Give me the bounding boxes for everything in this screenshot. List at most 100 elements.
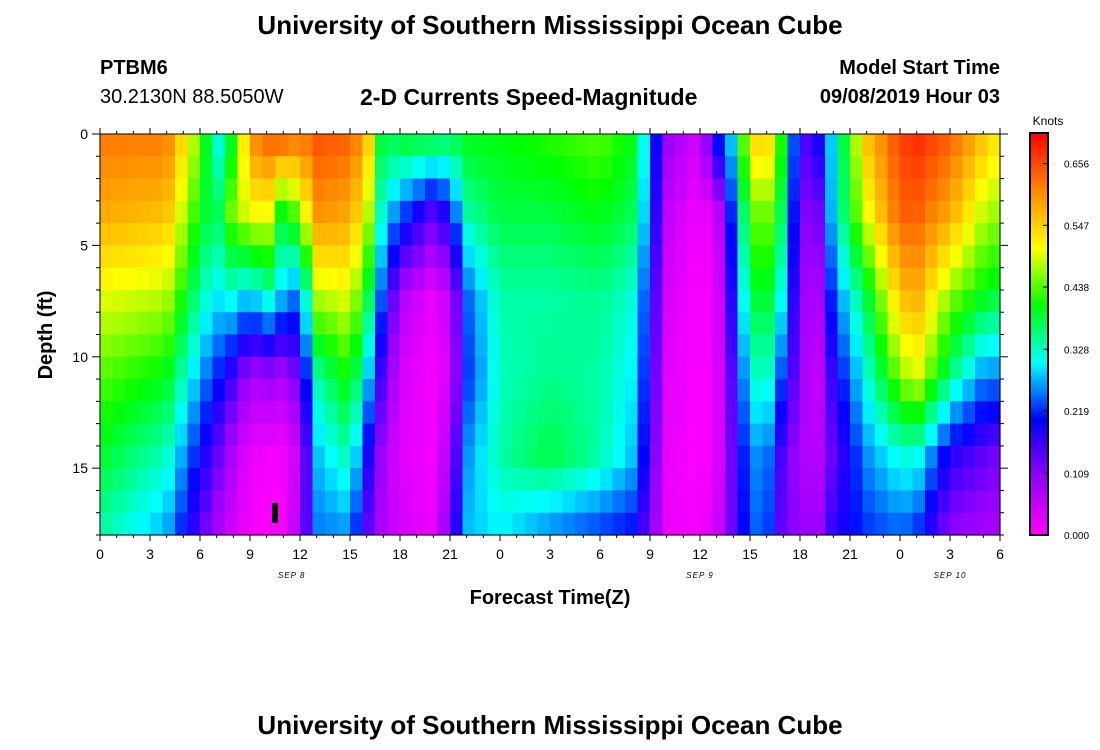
heatmap-cell xyxy=(887,512,901,536)
heatmap-cell xyxy=(137,245,151,269)
heatmap-cell xyxy=(387,468,401,492)
heatmap-cell xyxy=(762,423,776,447)
current-time-marker xyxy=(272,503,278,523)
heatmap-cell xyxy=(575,401,589,425)
x-tick-label: 6 xyxy=(196,546,204,562)
heatmap-cell xyxy=(362,468,376,492)
heatmap-cell xyxy=(512,289,526,313)
heatmap-cell xyxy=(725,267,739,291)
heatmap-cell xyxy=(350,423,364,447)
heatmap-cell xyxy=(325,468,339,492)
heatmap-cell xyxy=(700,223,714,246)
heatmap-cell xyxy=(187,289,201,313)
heatmap-cell xyxy=(975,468,989,492)
heatmap-cell xyxy=(587,289,601,313)
heatmap-cell xyxy=(562,245,576,269)
heatmap-cell xyxy=(962,490,976,514)
heatmap-cell xyxy=(825,356,839,380)
heatmap-cell xyxy=(875,334,889,358)
heatmap-cell xyxy=(475,267,489,291)
heatmap-cell xyxy=(812,356,826,380)
heatmap-cell xyxy=(562,512,576,536)
heatmap-cell xyxy=(200,134,214,157)
heatmap-cell xyxy=(587,267,601,291)
heatmap-cell xyxy=(787,401,801,425)
heatmap-cell xyxy=(562,223,576,246)
heatmap-cell xyxy=(100,423,114,447)
heatmap-cell xyxy=(425,379,439,402)
heatmap-cell xyxy=(200,223,214,246)
heatmap-cell xyxy=(550,245,564,269)
heatmap-cell xyxy=(650,245,664,269)
heatmap-cell xyxy=(837,445,851,469)
heatmap-cell xyxy=(750,178,764,202)
heatmap-cell xyxy=(425,156,439,180)
heatmap-cell xyxy=(362,490,376,514)
heatmap-cell xyxy=(200,312,214,336)
heatmap-cell xyxy=(387,334,401,358)
heatmap-cell xyxy=(625,245,639,269)
heatmap-cell xyxy=(812,334,826,358)
heatmap-cell xyxy=(762,401,776,425)
heatmap-cell xyxy=(875,401,889,425)
heatmap-cell xyxy=(262,312,276,336)
heatmap-cell xyxy=(500,134,514,157)
heatmap-cell xyxy=(750,289,764,313)
heatmap-cell xyxy=(262,200,276,224)
heatmap-cell xyxy=(475,289,489,313)
heatmap-cell xyxy=(437,267,451,291)
heatmap-cell xyxy=(675,423,689,447)
heatmap-cell xyxy=(237,334,251,358)
heatmap-cell xyxy=(462,289,476,313)
heatmap-cell xyxy=(300,200,314,224)
heatmap-cell xyxy=(600,356,614,380)
heatmap-cell xyxy=(562,156,576,180)
colorbar-tick-label: 0.656 xyxy=(1064,160,1089,171)
heatmap-cell xyxy=(662,512,676,536)
heatmap-cell xyxy=(862,200,876,224)
heatmap-cell xyxy=(612,223,626,246)
heatmap-cell xyxy=(375,379,389,402)
heatmap-cell xyxy=(287,200,301,224)
heatmap-cell xyxy=(150,223,164,246)
heatmap-cell xyxy=(137,134,151,157)
heatmap-cell xyxy=(187,423,201,447)
heatmap-cell xyxy=(250,178,264,202)
heatmap-cell xyxy=(375,490,389,514)
heatmap-cell xyxy=(387,200,401,224)
heatmap-cell xyxy=(587,134,601,157)
heatmap-cell xyxy=(875,468,889,492)
heatmap-cell xyxy=(187,134,201,157)
x-tick-label: 0 xyxy=(896,546,904,562)
heatmap-cell xyxy=(762,245,776,269)
heatmap-cell xyxy=(375,267,389,291)
heatmap-cell xyxy=(800,401,814,425)
heatmap-cell xyxy=(675,445,689,469)
heatmap-cell xyxy=(462,379,476,402)
heatmap-cell xyxy=(637,423,651,447)
heatmap-cell xyxy=(937,200,951,224)
heatmap-cell xyxy=(775,334,789,358)
heatmap-cell xyxy=(887,468,901,492)
heatmap-cell xyxy=(437,512,451,536)
heatmap-cell xyxy=(912,200,926,224)
heatmap-cell xyxy=(800,423,814,447)
heatmap-cell xyxy=(525,267,539,291)
heatmap-cell xyxy=(437,490,451,514)
heatmap-cell xyxy=(412,445,426,469)
heatmap-cell xyxy=(325,445,339,469)
heatmap-cell xyxy=(975,356,989,380)
x-axis-title: Forecast Time(Z) xyxy=(470,587,631,609)
heatmap-cell xyxy=(125,379,139,402)
heatmap-cell xyxy=(275,156,289,180)
heatmap-cell xyxy=(912,334,926,358)
heatmap-cell xyxy=(512,379,526,402)
heatmap-cell xyxy=(800,490,814,514)
heatmap-cell xyxy=(300,423,314,447)
heatmap-cell xyxy=(850,423,864,447)
heatmap-cell xyxy=(262,379,276,402)
heatmap-cell xyxy=(300,178,314,202)
heatmap-cell xyxy=(487,200,501,224)
heatmap-cell xyxy=(687,379,701,402)
heatmap-cell xyxy=(962,356,976,380)
